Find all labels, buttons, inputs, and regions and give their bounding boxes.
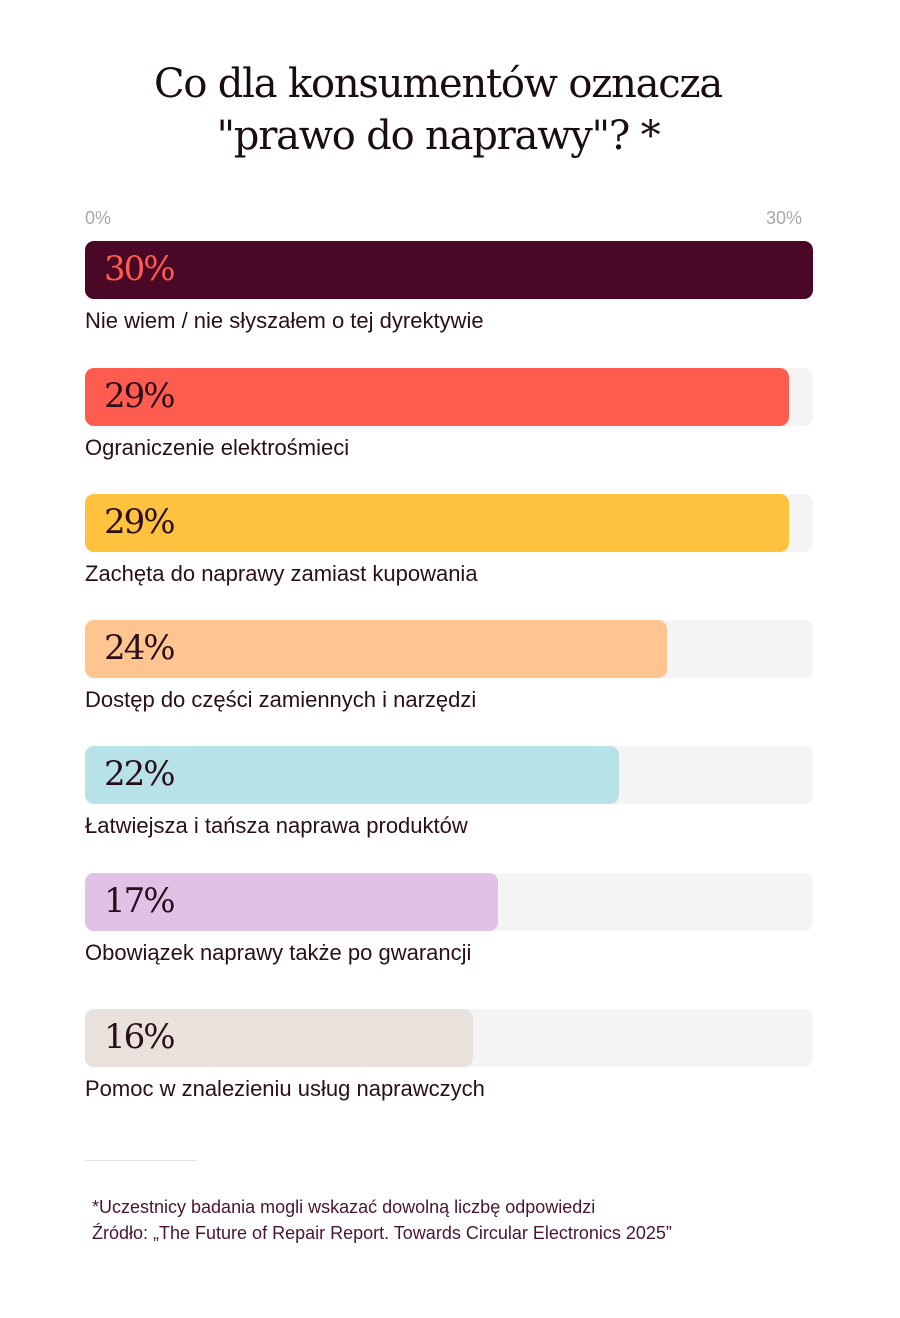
axis-min-label: 0%	[85, 208, 112, 228]
bar	[85, 368, 789, 426]
axis-max-label: 30%	[765, 208, 802, 228]
bar-value-label: 29%	[104, 502, 176, 542]
bar-row: 30% Nie wiem / nie słyszałem o tej dyrekt…	[85, 241, 813, 341]
bar-category-label: Nie wiem / nie słyszałem o tej dyrektywi…	[85, 308, 484, 333]
bar	[85, 1009, 473, 1067]
bar	[85, 746, 619, 804]
bar	[85, 873, 498, 931]
bar-value-label: 29%	[104, 376, 176, 416]
bar-value-label: 22%	[104, 754, 176, 794]
footnote-note: *Uczestnicy badania mogli wskazać dowoln…	[92, 1197, 596, 1217]
bar-category-label: Łatwiejsza i tańsza naprawa produktów	[85, 813, 468, 838]
bar-category-label: Zachęta do naprawy zamiast kupowania	[85, 561, 478, 586]
footnote-divider	[85, 1160, 197, 1161]
bar-row: 29% Zachęta do naprawy zamiast kupowania	[85, 494, 813, 594]
bar-value-label: 24%	[104, 628, 176, 668]
chart-title-line-2: "prawo do naprawy"? *	[216, 113, 661, 159]
bar-value-label: 17%	[104, 881, 176, 921]
chart-title-line-1: Co dla konsumentów oznacza	[153, 61, 723, 107]
bar	[85, 494, 789, 552]
bar	[85, 241, 813, 299]
bar	[85, 620, 667, 678]
bar-row: 24% Dostęp do części zamiennych i narzędz…	[85, 620, 813, 720]
bar-row: 29% Ograniczenie elektrośmieci	[85, 368, 813, 468]
bar-row: 22% Łatwiejsza i tańsza naprawa produktów	[85, 746, 813, 846]
chart-title: Co dla konsumentów oznacza "prawo do nap…	[0, 58, 876, 162]
bar-category-label: Ograniczenie elektrośmieci	[85, 435, 350, 460]
bar-category-label: Dostęp do części zamiennych i narzędzi	[85, 687, 477, 712]
bar-category-label: Obowiązek naprawy także po gwarancji	[85, 940, 472, 965]
bar-category-label: Pomoc w znalezieniu usług naprawczych	[85, 1076, 485, 1101]
footnote-source: Źródło: „The Future of Repair Report. To…	[92, 1223, 672, 1243]
bar-row: 17% Obowiązek naprawy także po gwarancji	[85, 873, 813, 973]
bar-value-label: 16%	[104, 1017, 176, 1057]
bar-row: 16% Pomoc w znalezieniu usług naprawczych	[85, 1009, 813, 1109]
bar-value-label: 30%	[104, 249, 176, 289]
